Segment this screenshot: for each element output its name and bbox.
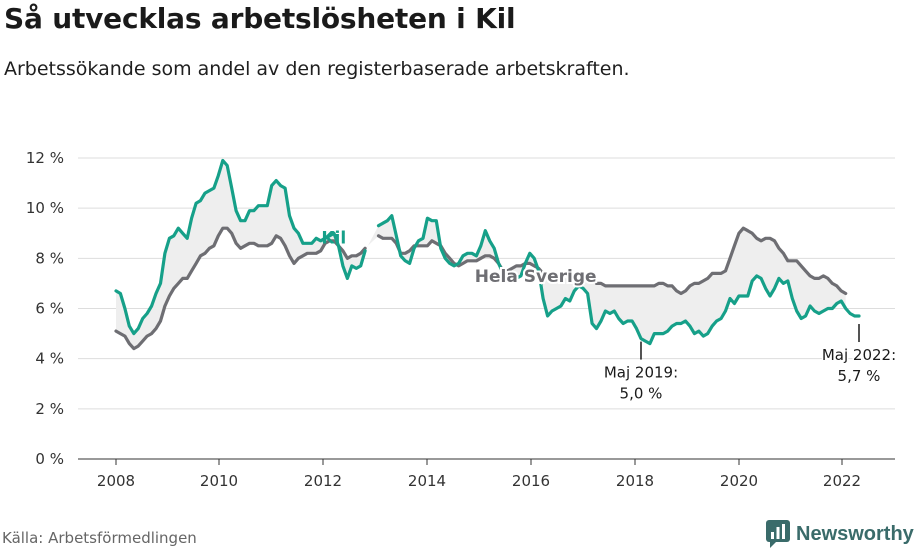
- y-tick-label: 10 %: [26, 199, 64, 217]
- difference-band: [116, 160, 846, 349]
- x-tick-label: 2016: [512, 472, 550, 490]
- chart-subtitle: Arbetssökande som andel av den registerb…: [4, 58, 630, 80]
- y-tick-label: 4 %: [35, 350, 64, 368]
- y-tick-label: 12 %: [26, 149, 64, 167]
- x-tick-label: 2022: [823, 472, 861, 490]
- source-note: Källa: Arbetsförmedlingen: [2, 529, 197, 547]
- x-tick-label: 2012: [304, 472, 342, 490]
- brand-name: Newsworthy: [796, 522, 914, 545]
- newsworthy-logo-icon: [766, 520, 790, 548]
- series-line-kil: [376, 214, 861, 346]
- brand-logo: Newsworthy: [766, 519, 914, 549]
- series-line-hela-sverige: [594, 226, 848, 296]
- x-tick-label: 2020: [720, 472, 758, 490]
- y-tick-label: 0 %: [35, 450, 64, 468]
- series-label-hela-sverige: Hela Sverige: [475, 267, 597, 287]
- x-tick-label: 2010: [200, 472, 238, 490]
- annotation-text: Maj 2022:: [822, 346, 896, 364]
- y-tick-label: 6 %: [35, 300, 64, 318]
- y-tick-label: 2 %: [35, 400, 64, 418]
- series-line-hela-sverige: [376, 234, 554, 278]
- series-line-hela-sverige: [114, 226, 367, 351]
- x-tick-label: 2014: [408, 472, 446, 490]
- x-tick-label: 2008: [97, 472, 135, 490]
- y-tick-label: 8 %: [35, 249, 64, 267]
- series-line-kil: [114, 158, 367, 336]
- chart-title: Så utvecklas arbetslösheten i Kil: [4, 2, 516, 35]
- annotation-text: Maj 2019:: [604, 364, 678, 382]
- annotation-text: 5,7 %: [838, 367, 881, 385]
- annotation-text: 5,0 %: [620, 385, 663, 403]
- x-tick-label: 2018: [616, 472, 654, 490]
- series-label-kil: Kil: [321, 228, 346, 248]
